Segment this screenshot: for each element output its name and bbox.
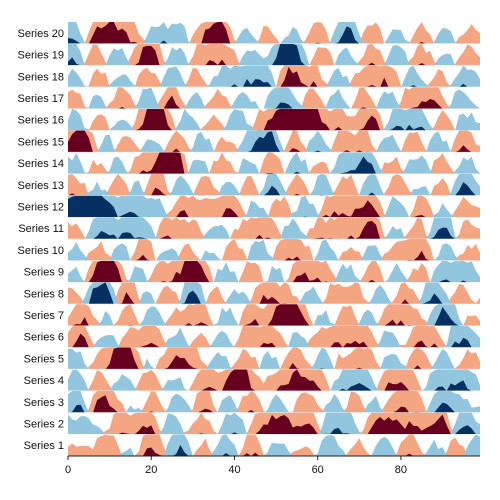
series-label: Series 12: [18, 201, 64, 213]
positive-band-1: [84, 390, 431, 413]
series-row-1: [68, 434, 480, 456]
positive-band-1: [68, 434, 468, 456]
series-row-6: [68, 325, 480, 348]
positive-band-2: [68, 108, 480, 131]
series-label: Series 10: [18, 245, 64, 257]
negative-band-2: [68, 380, 480, 391]
series-label: Series 13: [18, 180, 64, 192]
series-label: Series 4: [24, 375, 64, 387]
series-label: Series 20: [18, 28, 64, 40]
series-row-18: [68, 65, 480, 88]
series-label: Series 7: [24, 310, 64, 322]
positive-band-1: [68, 325, 447, 348]
negative-band-2: [68, 195, 480, 218]
series-label: Series 1: [24, 440, 64, 452]
negative-band-2: [68, 124, 480, 131]
positive-band-1: [68, 173, 451, 196]
positive-band-2: [68, 220, 480, 239]
series-label: Series 19: [18, 50, 64, 62]
negative-band-1: [68, 22, 480, 44]
series-row-13: [68, 173, 480, 196]
series-row-3: [68, 390, 480, 413]
series-row-5: [68, 347, 480, 370]
positive-band-2: [68, 304, 480, 326]
positive-band-2: [68, 260, 480, 283]
series-row-19: [68, 43, 480, 66]
x-tick-label: 20: [145, 464, 157, 476]
series-row-17: [68, 87, 480, 109]
positive-band-2: [68, 22, 480, 44]
series-label: Series 6: [24, 332, 64, 344]
positive-band-2: [117, 292, 410, 305]
x-tick-label: 40: [228, 464, 240, 476]
positive-band-1: [68, 195, 480, 218]
positive-band-1: [68, 22, 480, 44]
positive-band-1: [68, 260, 480, 283]
series-label: Series 8: [24, 288, 64, 300]
positive-band-1: [68, 369, 480, 391]
series-row-20: [68, 22, 480, 44]
positive-band-2: [72, 333, 439, 348]
positive-band-1: [68, 87, 451, 109]
series-label: Series 16: [18, 115, 64, 127]
negative-band-2: [271, 102, 293, 109]
series-row-14: [68, 152, 480, 174]
negative-band-1: [117, 434, 480, 456]
x-tick-label: 0: [65, 464, 71, 476]
negative-band-1: [68, 412, 480, 435]
series-row-11: [68, 217, 480, 240]
series-row-12: [68, 195, 480, 218]
series-label: Series 11: [18, 223, 64, 235]
positive-band-2: [68, 152, 480, 174]
series-label: Series 3: [24, 397, 64, 409]
series-labels: Series 1 Series 2 Series 3 Series 4 Series 5…: [18, 28, 64, 452]
positive-band-1: [68, 282, 480, 305]
series-row-10: [68, 239, 480, 261]
positive-band-2: [68, 45, 480, 66]
series-label: Series 15: [18, 136, 64, 148]
series-row-16: [68, 108, 480, 131]
negative-band-2: [450, 337, 472, 348]
x-tick-label: 60: [312, 464, 324, 476]
series-row-4: [68, 369, 480, 391]
series-row-9: [68, 260, 480, 283]
negative-band-1: [80, 282, 451, 305]
series-row-2: [68, 412, 480, 435]
series-label: Series 5: [24, 353, 64, 365]
positive-band-2: [68, 347, 480, 370]
series-row-8: [68, 282, 480, 305]
negative-band-2: [68, 307, 480, 326]
negative-band-1: [68, 65, 480, 88]
negative-band-1: [68, 239, 480, 261]
positive-band-1: [68, 130, 480, 153]
positive-band-1: [68, 43, 480, 66]
series-row-7: [68, 304, 480, 326]
negative-band-2: [68, 131, 480, 153]
negative-band-1: [68, 152, 480, 174]
positive-band-2: [68, 200, 480, 218]
positive-band-1: [68, 239, 480, 261]
series-label: Series 17: [18, 93, 64, 105]
series-label: Series 18: [18, 71, 64, 83]
negative-band-1: [68, 108, 480, 131]
negative-band-1: [68, 43, 480, 66]
negative-band-1: [68, 260, 480, 283]
negative-band-1: [68, 347, 480, 370]
negative-band-1: [68, 390, 480, 413]
negative-band-1: [84, 173, 480, 196]
series-label: Series 9: [24, 267, 64, 279]
positive-band-1: [68, 65, 480, 88]
negative-band-2: [68, 227, 480, 239]
series-label: Series 14: [18, 158, 64, 170]
negative-band-1: [68, 369, 480, 391]
series-label: Series 2: [24, 418, 64, 430]
series-row-15: [68, 130, 480, 153]
negative-band-1: [92, 325, 480, 348]
x-axis: 0 20 40 60 80: [65, 455, 480, 476]
series-rows: [68, 22, 480, 456]
x-tick-label: 80: [395, 464, 407, 476]
positive-band-2: [68, 414, 480, 435]
negative-band-1: [84, 87, 480, 109]
